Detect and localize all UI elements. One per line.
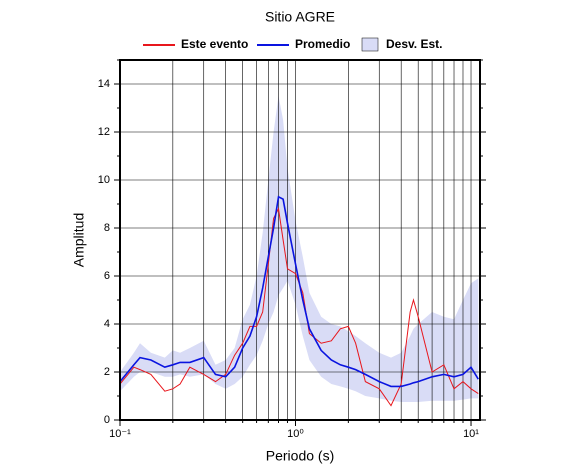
x-tick-label: 10⁻¹ bbox=[109, 428, 131, 440]
chart-title: Sitio AGRE bbox=[265, 9, 335, 25]
y-tick-label: 10 bbox=[98, 174, 110, 186]
series-line bbox=[119, 195, 479, 388]
legend-label: Desv. Est. bbox=[386, 37, 442, 51]
legend-label: Este evento bbox=[181, 37, 248, 51]
y-tick-label: 14 bbox=[98, 78, 110, 90]
series-line bbox=[119, 207, 479, 407]
x-axis-label: Periodo (s) bbox=[266, 448, 334, 464]
std-band bbox=[120, 96, 479, 402]
y-tick-label: 2 bbox=[104, 366, 110, 378]
y-tick-label: 0 bbox=[104, 414, 110, 426]
x-tick-label: 10⁰ bbox=[287, 428, 304, 440]
y-axis-label: Amplitud bbox=[71, 213, 87, 267]
y-tick-label: 6 bbox=[104, 270, 110, 282]
legend-swatch bbox=[361, 37, 379, 52]
y-tick-label: 4 bbox=[104, 318, 110, 330]
x-tick-label: 10¹ bbox=[463, 428, 479, 440]
legend-entry: Promedio bbox=[257, 37, 350, 51]
y-tick-label: 8 bbox=[104, 222, 110, 234]
legend-entry: Este evento bbox=[143, 37, 248, 51]
legend-entry: Desv. Est. bbox=[361, 37, 442, 52]
plot-frame bbox=[119, 59, 481, 421]
legend-label: Promedio bbox=[295, 37, 350, 51]
y-tick-label: 12 bbox=[98, 126, 110, 138]
